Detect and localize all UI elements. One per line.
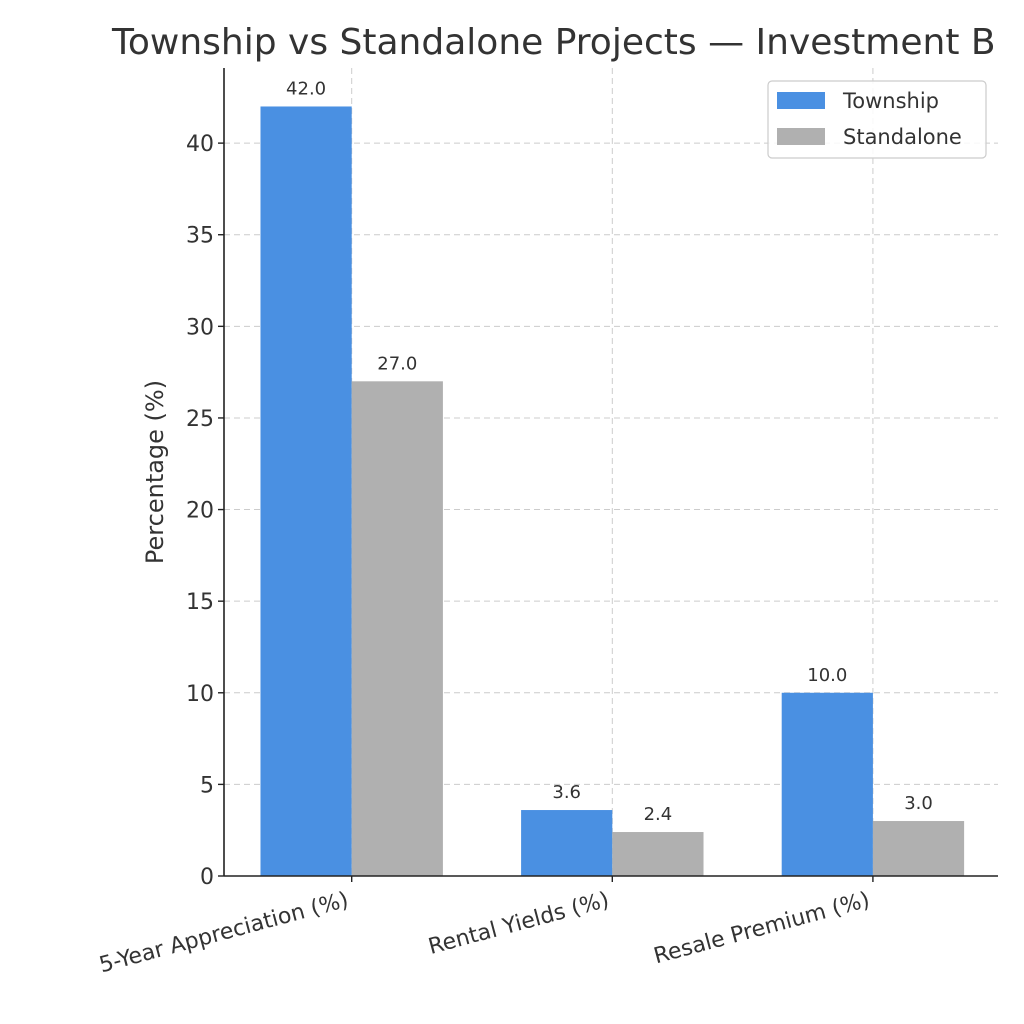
data-label: 42.0: [286, 78, 326, 99]
y-tick-label: 35: [186, 224, 214, 249]
data-label: 3.6: [552, 782, 581, 803]
data-label: 3.0: [904, 793, 933, 814]
y-tick-label: 25: [186, 407, 214, 432]
legend-label: Standalone: [843, 125, 962, 149]
bar-township: [781, 692, 873, 876]
y-tick-label: 40: [186, 132, 214, 157]
y-tick-label: 5: [200, 773, 214, 798]
data-label: 2.4: [644, 804, 673, 825]
bar-township: [260, 106, 352, 876]
x-tick-label: Resale Premium (%): [651, 888, 872, 970]
bar-standalone: [351, 381, 443, 876]
bars: [260, 106, 965, 876]
y-tick-label: 30: [186, 315, 214, 340]
legend-label: Township: [842, 89, 939, 113]
y-tick-label: 20: [186, 499, 214, 524]
legend-swatch-township: [777, 92, 825, 109]
data-label: 10.0: [807, 665, 847, 686]
x-tick-label: 5-Year Appreciation (%): [97, 888, 352, 979]
y-axis-label: Percentage (%): [141, 380, 169, 564]
bar-standalone: [872, 821, 965, 876]
legend: Township Standalone: [767, 80, 987, 159]
data-labels: 42.0 3.6 10.0 27.0 2.4 3.0: [286, 78, 933, 825]
legend-swatch-standalone: [777, 128, 825, 145]
y-tick-label: 0: [200, 865, 214, 890]
y-tick-label: 10: [186, 682, 214, 707]
data-label: 27.0: [377, 353, 417, 374]
y-tick-label: 15: [186, 590, 214, 615]
chart-title: Township vs Standalone Projects — Invest…: [111, 22, 996, 63]
bar-township: [521, 810, 613, 876]
bar-standalone: [612, 832, 704, 876]
x-tick-label: Rental Yields (%): [426, 888, 612, 960]
